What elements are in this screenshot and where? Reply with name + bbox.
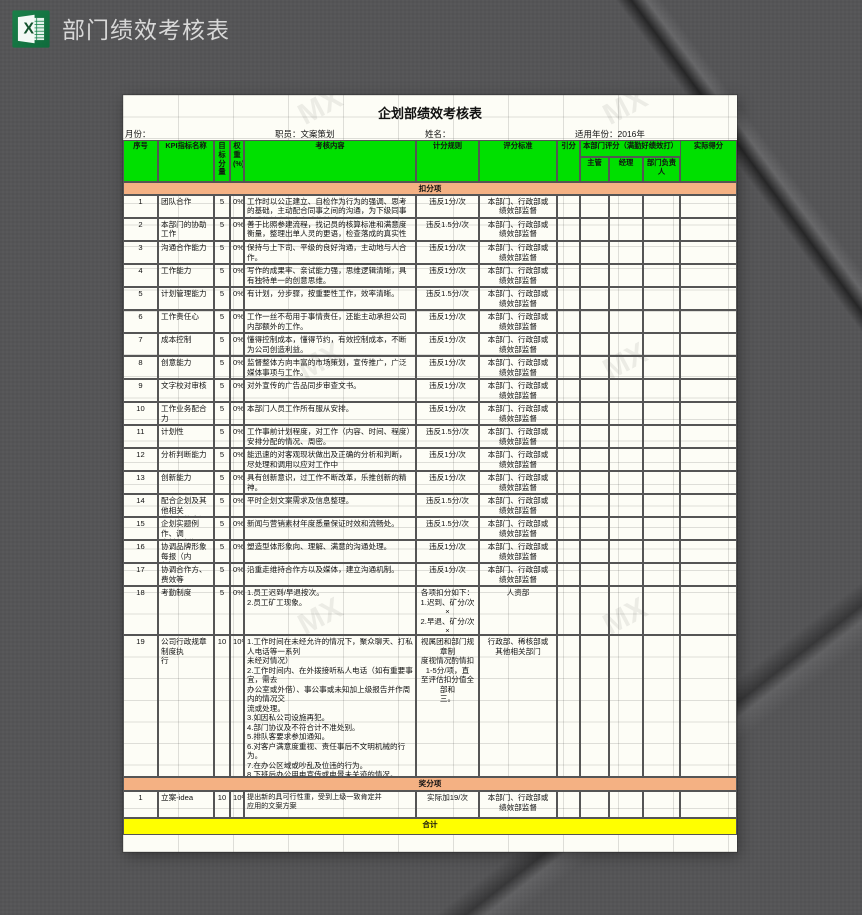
svg-text:X: X — [23, 20, 34, 37]
